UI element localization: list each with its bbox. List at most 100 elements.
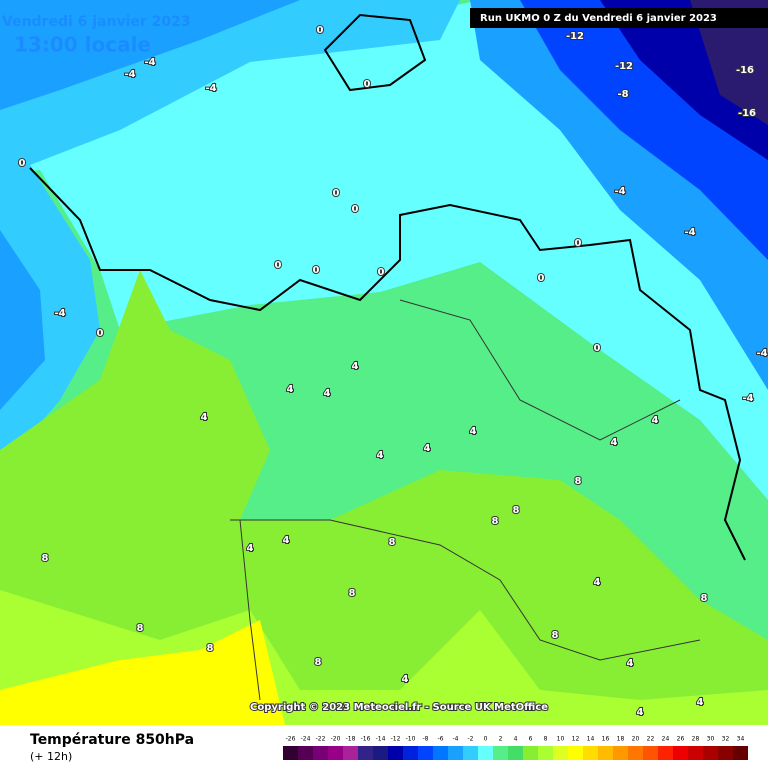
contour-label: 4 [652, 415, 659, 426]
legend-value: -24 [301, 736, 311, 743]
contour-label: 0 [378, 267, 385, 278]
legend-value: 6 [529, 736, 533, 743]
legend-swatch [298, 746, 313, 760]
contour-label: -16 [738, 108, 756, 119]
legend-value: 22 [647, 736, 655, 743]
contour-label: 8 [389, 537, 396, 548]
legend-swatch [553, 746, 568, 760]
contour-label: 8 [137, 623, 144, 634]
legend-swatch [568, 746, 583, 760]
legend-swatch [418, 746, 433, 760]
legend-swatch [733, 746, 748, 760]
contour-label: -12 [615, 61, 633, 72]
legend-swatch [703, 746, 718, 760]
legend-swatch [433, 746, 448, 760]
legend-value: -14 [376, 736, 386, 743]
contour-label: 4 [287, 384, 294, 395]
contour-label: -4 [124, 69, 135, 80]
contour-label: 4 [611, 437, 618, 448]
contour-label: 0 [19, 158, 26, 169]
border [230, 519, 701, 661]
legend-value: 4 [514, 736, 518, 743]
legend-swatch [283, 746, 298, 760]
contour-label: 8 [513, 505, 520, 516]
legend-value: -16 [361, 736, 371, 743]
legend-swatch [643, 746, 658, 760]
legend-swatch [508, 746, 523, 760]
legend-value: 12 [572, 736, 580, 743]
legend-swatch [523, 746, 538, 760]
legend-value: -4 [453, 736, 459, 743]
legend-swatch [658, 746, 673, 760]
contour-label: 0 [313, 265, 320, 276]
legend-value: 34 [737, 736, 745, 743]
legend-value: -10 [406, 736, 416, 743]
legend-value: -2 [468, 736, 474, 743]
contour-label: -12 [566, 31, 584, 42]
legend-swatch [463, 746, 478, 760]
legend-swatch [343, 746, 358, 760]
legend-swatch [583, 746, 598, 760]
legend-value: 10 [557, 736, 565, 743]
legend-swatch [628, 746, 643, 760]
contour-label: -4 [742, 393, 753, 404]
border [230, 299, 701, 701]
contour-label: 8 [575, 476, 582, 487]
contour-label: 0 [97, 328, 104, 339]
contour-label: 4 [402, 674, 409, 685]
run-info: Run UKMO 0 Z du Vendredi 6 janvier 2023 [480, 13, 717, 24]
contour-label: 4 [627, 658, 634, 669]
border [239, 299, 681, 701]
contour-label: -4 [756, 348, 767, 359]
legend-value: 28 [692, 736, 700, 743]
legend-value: -26 [286, 736, 296, 743]
contour-label: 0 [275, 260, 282, 271]
footer-title: Température 850hPa [30, 732, 194, 748]
legend-swatch [613, 746, 628, 760]
coastline [29, 13, 746, 561]
contour-label: 8 [349, 588, 356, 599]
contour-label: 8 [315, 657, 322, 668]
coastline [29, 167, 746, 561]
legend-value: 20 [632, 736, 640, 743]
legend-value: 32 [722, 736, 730, 743]
contour-label: 0 [594, 343, 601, 354]
legend-swatch [358, 746, 373, 760]
contour-label: 8 [207, 643, 214, 654]
contour-label: 0 [538, 273, 545, 284]
contour-label: 0 [575, 238, 582, 249]
cold-zone [0, 0, 300, 410]
time-title: 13:00 locale [14, 33, 151, 57]
cold-zone [0, 0, 460, 470]
contour-label: 4 [470, 426, 477, 437]
contour-label: 8 [552, 630, 559, 641]
contour-label: 0 [352, 204, 359, 215]
cold-zone [690, 0, 768, 125]
legend-value: 30 [707, 736, 715, 743]
legend-swatch [478, 746, 493, 760]
legend-value: -20 [331, 736, 341, 743]
legend-swatch [718, 746, 733, 760]
copyright: Copyright © 2023 Meteociel.fr - Source U… [250, 702, 548, 713]
legend-value: 8 [544, 736, 548, 743]
contour-label: 0 [317, 25, 324, 36]
legend-value: 26 [677, 736, 685, 743]
legend-value: 16 [602, 736, 610, 743]
legend-value: 18 [617, 736, 625, 743]
contour-label: -4 [144, 57, 155, 68]
legend-swatch [403, 746, 418, 760]
legend-value: -18 [346, 736, 356, 743]
contour-label: 4 [637, 707, 644, 718]
legend-swatch [448, 746, 463, 760]
contour-label: 4 [324, 388, 331, 399]
contour-label: 4 [201, 412, 208, 423]
legend-value: -12 [391, 736, 401, 743]
legend-value: 0 [484, 736, 488, 743]
contour-label: 4 [352, 361, 359, 372]
legend-swatch [673, 746, 688, 760]
legend-swatch [373, 746, 388, 760]
contour-label: -4 [205, 83, 216, 94]
contour-label: 4 [697, 697, 704, 708]
contour-label: 4 [424, 443, 431, 454]
